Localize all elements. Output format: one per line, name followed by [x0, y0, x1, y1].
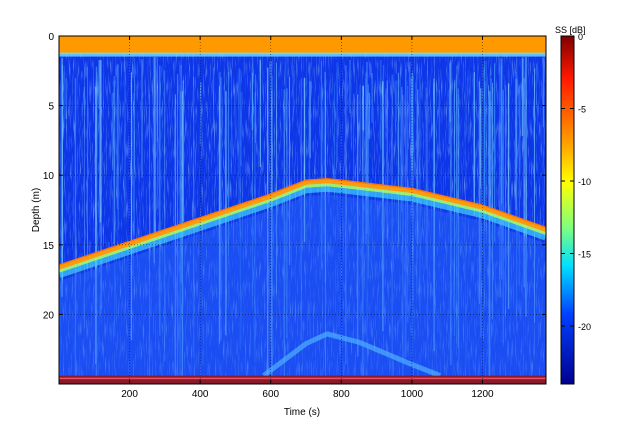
colorbar-gradient	[560, 35, 575, 385]
seabed-halo-inner	[59, 181, 546, 273]
grid-lines	[59, 36, 546, 384]
surface-band-fill	[59, 36, 546, 55]
secondary-echo-line	[262, 331, 442, 378]
x-tick-label: 200	[121, 389, 138, 400]
seabed-core	[59, 178, 546, 270]
sub-bottom-scatter	[59, 194, 546, 384]
y-tick-label: 0	[48, 32, 54, 43]
plot-frame	[58, 35, 547, 385]
y-axis-label: Depth (m)	[31, 188, 42, 232]
colorbar-tick-label: -10	[578, 177, 591, 187]
y-tick-label: 5	[48, 102, 54, 113]
surface-band	[59, 36, 546, 57]
x-tick-label: 800	[333, 389, 350, 400]
surface-band-edge	[59, 52, 546, 57]
seabed-halo-outer	[59, 181, 546, 278]
colorbar-tick-label: 0	[578, 32, 583, 42]
bottom-band	[59, 375, 546, 384]
colorbar-tick-label: -15	[578, 250, 591, 260]
x-axis-ticks: 200 400 600 800 1000 1200	[121, 36, 494, 400]
bottom-band-highlight	[59, 377, 546, 380]
colorbar-tick-label: -5	[578, 105, 586, 115]
seabed-top-edge	[59, 178, 546, 266]
y-tick-label: 15	[43, 241, 55, 252]
y-tick-label: 20	[43, 310, 55, 321]
y-tick-label: 10	[43, 171, 55, 182]
secondary-echo	[262, 331, 442, 378]
x-tick-label: 600	[262, 389, 279, 400]
x-tick-label: 400	[192, 389, 209, 400]
plot-area	[59, 36, 546, 384]
colorbar-ticks: 0 -5 -10 -15 -20	[561, 32, 591, 332]
colorbar: SS [dB] 0 -5 -10 -15 -20	[555, 25, 591, 385]
vertical-noise-streaks	[59, 56, 545, 376]
colorbar-label: SS [dB]	[555, 25, 586, 35]
y-axis-ticks: 0 5 10 15 20	[43, 32, 546, 321]
x-axis-label: Time (s)	[284, 407, 320, 418]
bottom-band-fill	[59, 375, 546, 384]
x-tick-label: 1200	[471, 389, 494, 400]
seabed-echo	[59, 178, 546, 384]
x-tick-label: 1000	[401, 389, 424, 400]
colorbar-tick-label: -20	[578, 322, 591, 332]
